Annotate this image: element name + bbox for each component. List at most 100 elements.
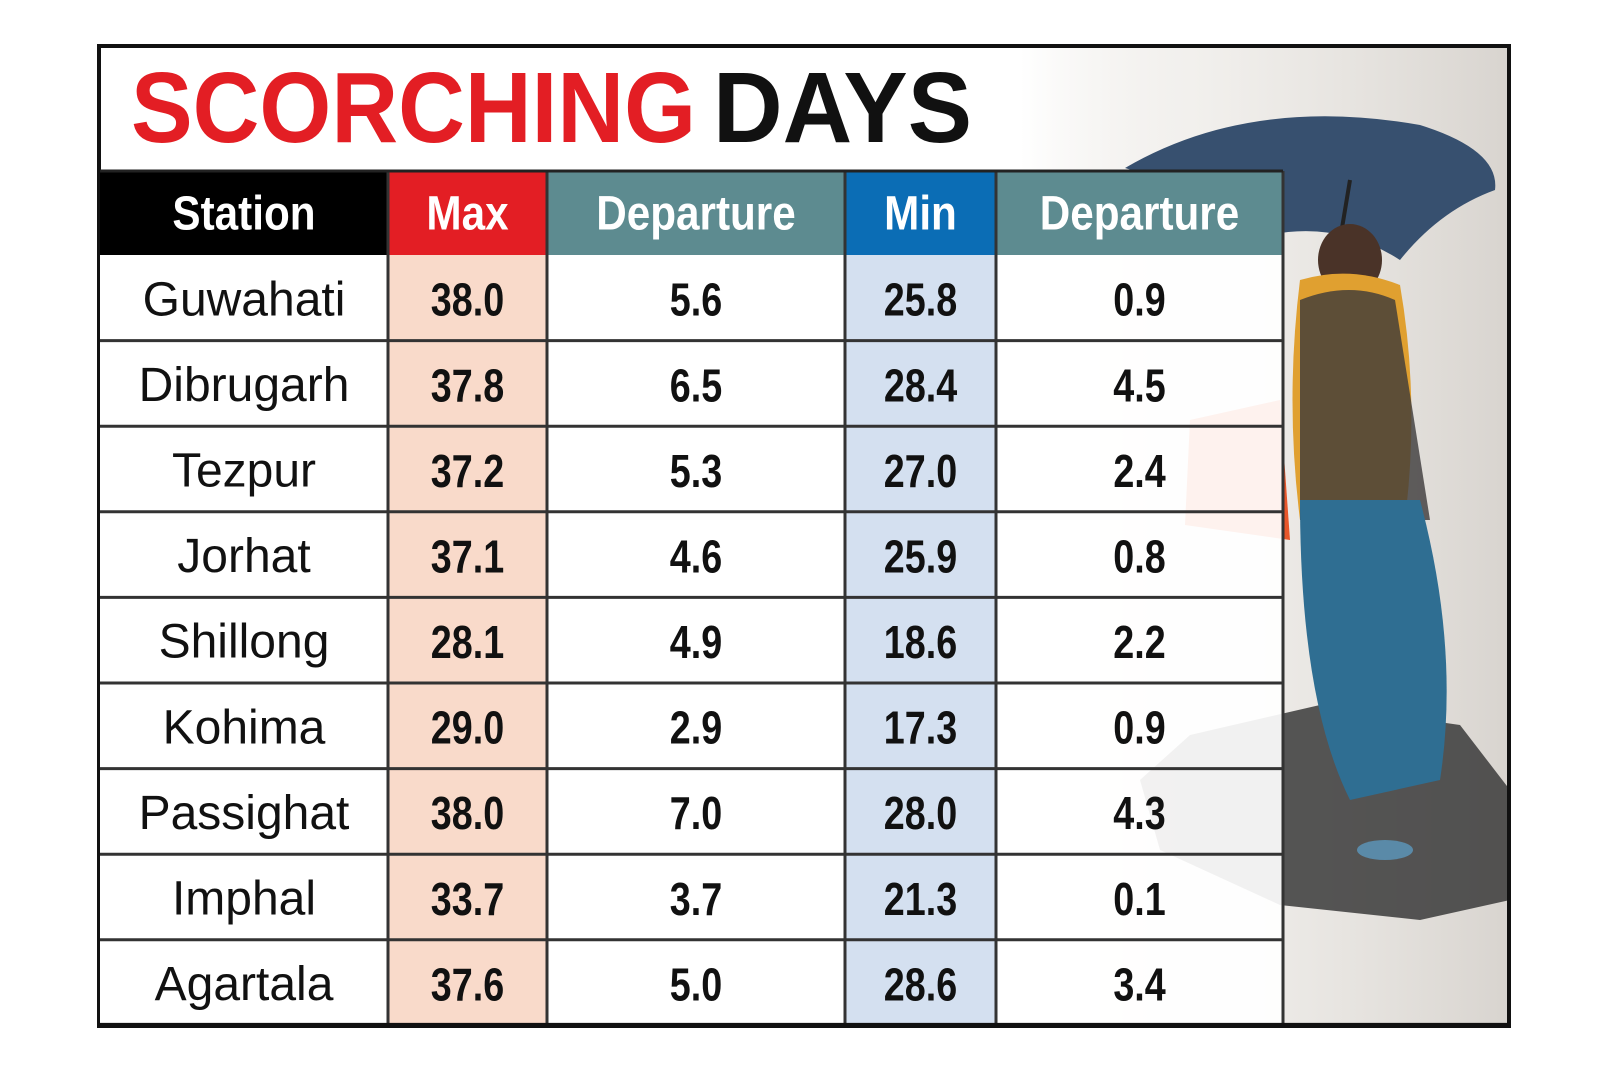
header-cell (388, 171, 547, 255)
value: 4.5 (1113, 360, 1165, 411)
value: 6.5 (670, 360, 722, 411)
cell (100, 939, 388, 1026)
cell (100, 854, 388, 940)
cell (547, 511, 845, 598)
station-name: Tezpur (172, 445, 316, 498)
title: SCORCHING DAYS (131, 52, 972, 164)
cell (845, 597, 996, 683)
station-name: Guwahati (143, 273, 346, 326)
scarf (1300, 290, 1430, 520)
value: 0.9 (1113, 702, 1165, 753)
value: 2.4 (1113, 445, 1166, 496)
value: 25.9 (884, 531, 957, 582)
value: 7.0 (670, 788, 722, 839)
cell (547, 426, 845, 512)
cell (547, 939, 845, 1026)
cell (996, 768, 1283, 855)
title-red: SCORCHING (131, 52, 696, 164)
value: 0.9 (1113, 274, 1165, 325)
header-label: Departure (1040, 186, 1239, 240)
value: 37.8 (431, 360, 504, 411)
cell (996, 255, 1283, 341)
cell (388, 854, 547, 940)
value: 4.9 (670, 617, 722, 668)
header-cell (845, 171, 996, 255)
cell (996, 597, 1283, 683)
cell (996, 511, 1283, 598)
header-cell (100, 171, 388, 255)
station-name: Kohima (163, 701, 326, 754)
value: 28.0 (884, 788, 957, 839)
cell (996, 340, 1283, 427)
cell (996, 854, 1283, 940)
cell (845, 768, 996, 855)
cell (100, 255, 388, 341)
cell (388, 511, 547, 598)
station-name: Imphal (172, 873, 316, 926)
value: 4.3 (1113, 788, 1165, 839)
cell (845, 511, 996, 598)
cell (100, 511, 388, 598)
cell (100, 768, 388, 855)
station-name: Passighat (139, 787, 350, 840)
value: 2.9 (670, 702, 722, 753)
value: 4.6 (670, 531, 722, 582)
value: 29.0 (431, 702, 504, 753)
value: 37.1 (431, 531, 504, 582)
value: 5.0 (670, 959, 722, 1010)
value: 5.6 (670, 274, 722, 325)
value: 28.6 (884, 959, 957, 1010)
cell (996, 939, 1283, 1026)
value: 21.3 (884, 873, 957, 924)
title-black: DAYS (713, 52, 972, 164)
cell (547, 768, 845, 855)
cell (547, 683, 845, 769)
cell (388, 340, 547, 427)
value: 18.6 (884, 617, 957, 668)
value: 37.2 (431, 445, 504, 496)
cell (845, 683, 996, 769)
value: 27.0 (884, 445, 957, 496)
value: 37.6 (431, 959, 504, 1010)
cell (845, 939, 996, 1026)
skirt (1300, 500, 1447, 800)
cell (845, 854, 996, 940)
cell (388, 255, 547, 341)
header-cell (547, 171, 845, 255)
cell (388, 683, 547, 769)
value: 3.4 (1113, 959, 1166, 1010)
value: 3.7 (670, 873, 722, 924)
value: 33.7 (431, 873, 504, 924)
value: 5.3 (670, 445, 722, 496)
cell (100, 597, 388, 683)
cell (547, 255, 845, 341)
cell (547, 597, 845, 683)
station-name: Dibrugarh (139, 359, 350, 412)
table: Station Max Departure Min Departure Guwahati 3… (100, 169, 1510, 1028)
header-cell (996, 171, 1283, 255)
cell (996, 683, 1283, 769)
header-label: Min (884, 186, 957, 240)
value: 2.2 (1113, 617, 1165, 668)
value: 28.1 (431, 617, 504, 668)
value: 17.3 (884, 702, 957, 753)
header-label: Max (426, 186, 508, 240)
header-label: Departure (596, 186, 795, 240)
value: 38.0 (431, 274, 504, 325)
cell (100, 683, 388, 769)
station-name: Jorhat (177, 530, 310, 583)
value: 25.8 (884, 274, 957, 325)
station-name: Agartala (155, 958, 334, 1011)
cell (845, 426, 996, 512)
cell (547, 340, 845, 427)
cell (996, 426, 1283, 512)
cell (547, 854, 845, 940)
umbrella (1125, 116, 1496, 260)
cell (100, 426, 388, 512)
header-label: Station (172, 186, 315, 240)
sandal (1357, 840, 1413, 860)
cell (388, 426, 547, 512)
value: 0.1 (1113, 873, 1165, 924)
